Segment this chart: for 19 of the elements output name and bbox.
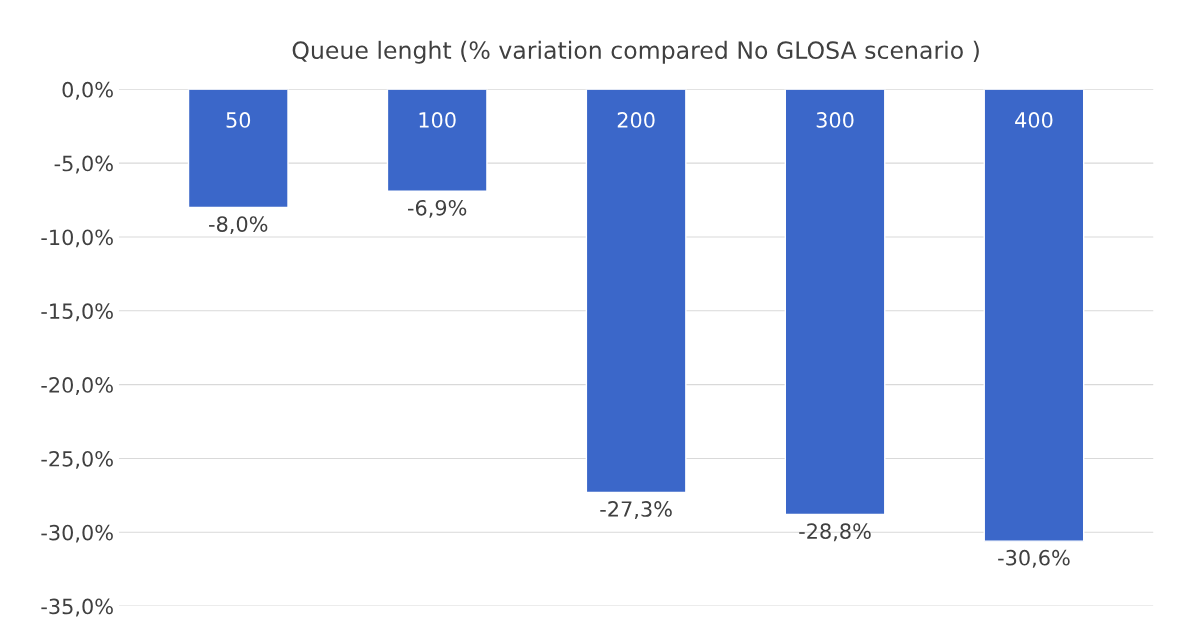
x-tick-label: 400 (1015, 112, 1053, 128)
y-tick-label: -5,0% (54, 155, 113, 174)
y-tick-label: -15,0% (41, 303, 113, 322)
data-label: -8,0% (209, 216, 268, 235)
x-tick-label: 100 (419, 112, 456, 128)
y-tick-label: -10,0% (41, 229, 113, 248)
data-label: -27,3% (600, 501, 672, 519)
data-label: -6,9% (407, 199, 467, 218)
y-tick-label: -20,0% (41, 377, 113, 395)
x-tick-label: 300 (816, 112, 854, 128)
y-tick-label: -35,0% (41, 598, 113, 617)
y-tick-label: -30,0% (41, 524, 113, 543)
x-tick-label: 50 (226, 112, 251, 128)
y-tick-label: 0,0% (62, 81, 113, 100)
chart-title: Queue lenght (% variation compared No GLOSA scenario ) (292, 40, 979, 64)
x-tick-label: 200 (617, 112, 655, 128)
y-tick-label: -25,0% (41, 450, 113, 469)
data-label: -30,6% (998, 549, 1070, 568)
data-label: -28,8% (799, 523, 871, 542)
